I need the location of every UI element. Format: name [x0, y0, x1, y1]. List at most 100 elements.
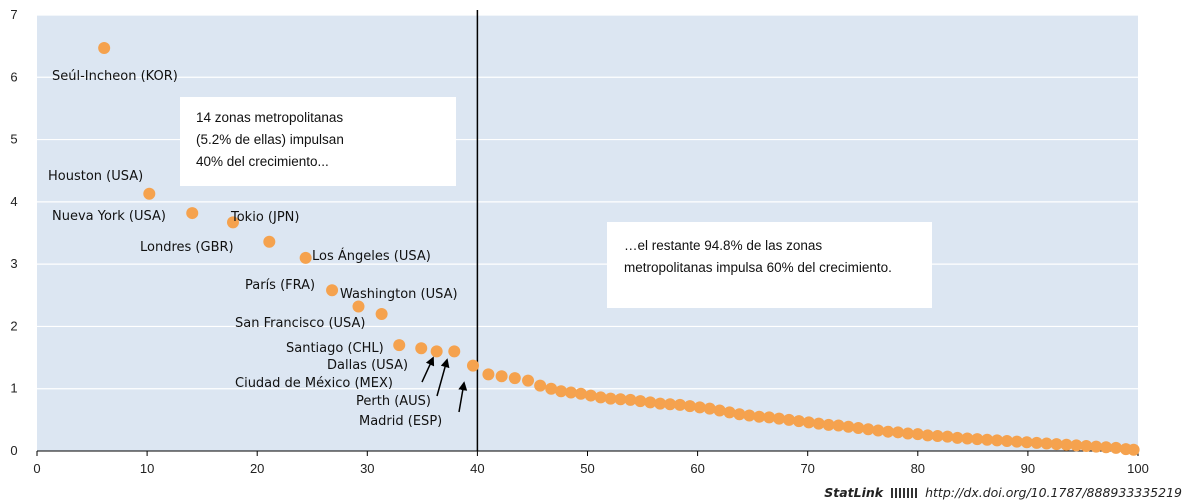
data-point: [842, 420, 855, 433]
leader-arrow: [421, 356, 435, 383]
data-point: [951, 431, 964, 444]
data-point: [693, 401, 706, 414]
data-point: [644, 396, 657, 409]
data-point: [1010, 435, 1023, 448]
data-point: [1060, 438, 1073, 451]
point-label: Washington (USA): [340, 287, 458, 302]
y-tick-label: 3: [10, 256, 17, 271]
annotation-left-line: (5.2% de ellas) impulsan: [196, 132, 344, 147]
data-point: [763, 411, 776, 424]
data-point-labeled: [415, 342, 428, 355]
point-label: Los Ángeles (USA): [312, 248, 431, 264]
annotation-box-right: [607, 222, 932, 308]
x-tick-label: 80: [911, 461, 925, 476]
data-point: [555, 385, 568, 398]
leader-arrow: [458, 381, 468, 413]
data-point: [604, 392, 617, 405]
data-point-labeled: [263, 235, 276, 248]
point-label: Ciudad de México (MEX): [235, 376, 393, 391]
data-point-labeled: [143, 187, 156, 200]
data-point: [981, 433, 994, 446]
statlink-url[interactable]: http://dx.doi.org/10.1787/888933335219: [925, 485, 1182, 500]
leader-arrow: [436, 358, 450, 397]
data-point: [931, 430, 944, 443]
annotation-right-line: metropolitanas impulsa 60% del crecimien…: [624, 260, 892, 275]
y-tick-label: 2: [10, 318, 17, 333]
point-label: Dallas (USA): [327, 358, 408, 373]
data-point: [1080, 440, 1093, 453]
y-tick-label: 5: [10, 132, 17, 147]
data-point: [584, 389, 597, 402]
data-point-labeled: [466, 359, 479, 372]
data-point-labeled: [186, 207, 199, 220]
data-point-labeled: [326, 284, 339, 297]
x-tick-label: 60: [690, 461, 704, 476]
x-tick-label: 90: [1021, 461, 1035, 476]
data-point: [882, 425, 895, 438]
data-point-labeled: [299, 251, 312, 264]
data-point: [522, 374, 535, 387]
data-point: [832, 419, 845, 432]
data-point: [624, 393, 637, 406]
data-point: [1127, 443, 1140, 456]
data-point: [673, 398, 686, 411]
data-point: [862, 423, 875, 436]
point-label: Santiago (CHL): [286, 341, 384, 356]
data-point: [654, 397, 667, 410]
data-point: [1050, 438, 1063, 451]
point-label: Houston (USA): [48, 169, 143, 184]
data-point: [545, 382, 558, 395]
x-tick-label: 10: [140, 461, 154, 476]
data-point: [991, 434, 1004, 447]
data-point: [743, 409, 756, 422]
data-point: [941, 430, 954, 443]
x-tick-label: 20: [250, 461, 264, 476]
x-tick-label: 30: [360, 461, 374, 476]
data-point-labeled: [352, 300, 365, 313]
data-point: [534, 379, 547, 392]
data-point: [782, 413, 795, 426]
data-point: [1100, 441, 1113, 454]
point-label: París (FRA): [245, 278, 315, 293]
data-point: [733, 408, 746, 421]
data-point: [683, 400, 696, 413]
data-point: [703, 402, 716, 415]
data-point: [495, 370, 508, 383]
data-point: [961, 432, 974, 445]
point-label: Londres (GBR): [140, 240, 234, 255]
data-point: [664, 398, 677, 411]
data-point: [852, 421, 865, 434]
data-point: [802, 416, 815, 429]
statlink-footer: StatLink http://dx.doi.org/10.1787/88893…: [824, 485, 1182, 500]
x-tick-label: 70: [800, 461, 814, 476]
data-point-labeled: [375, 307, 388, 320]
data-point: [971, 433, 984, 446]
point-label: Tokio (JPN): [230, 210, 299, 225]
annotation-right-line: …el restante 94.8% de las zonas: [624, 238, 822, 253]
statlink-logo-icon: [891, 487, 918, 498]
plot-background: [37, 15, 1138, 451]
x-tick-label: 0: [33, 461, 40, 476]
data-point: [1040, 437, 1053, 450]
point-label: San Francisco (USA): [235, 316, 365, 331]
data-point: [921, 429, 934, 442]
data-point: [713, 404, 726, 417]
data-point: [1030, 436, 1043, 449]
data-point-labeled: [226, 216, 239, 229]
data-point: [574, 387, 587, 400]
data-point: [1000, 435, 1013, 448]
data-point-labeled: [448, 345, 461, 358]
data-point: [773, 412, 786, 425]
data-point: [1070, 439, 1083, 452]
y-tick-label: 6: [10, 69, 17, 84]
data-point: [822, 418, 835, 431]
data-point: [872, 424, 885, 437]
statlink-brand: StatLink: [824, 485, 884, 500]
data-point: [594, 391, 607, 404]
annotation-left-line: 14 zonas metropolitanas: [196, 110, 343, 125]
data-point: [1020, 436, 1033, 449]
data-point: [614, 393, 627, 406]
data-point: [1090, 440, 1103, 453]
point-label: Perth (AUS): [356, 394, 431, 409]
